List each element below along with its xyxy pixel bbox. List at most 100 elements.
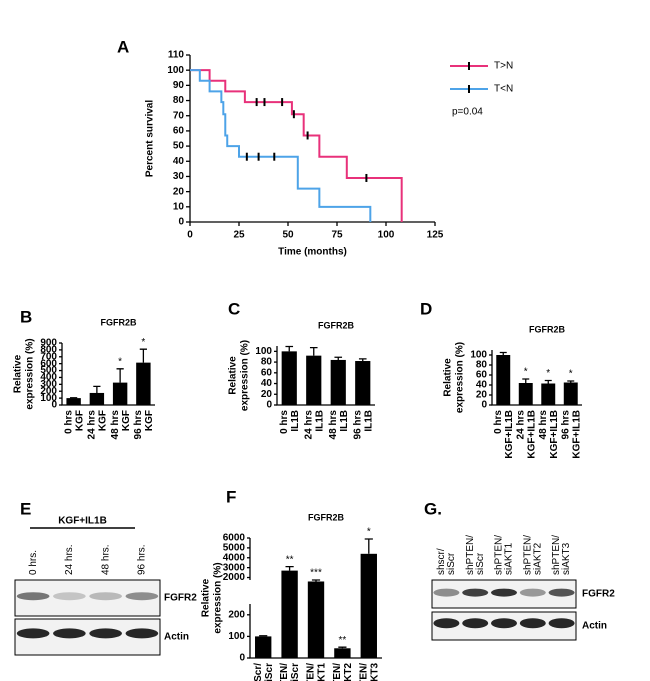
blot-band	[16, 592, 50, 601]
blot-header: KGF+IL1B	[58, 516, 107, 527]
lane-label: shPTEN/	[551, 535, 562, 575]
y-tick-label: 2000	[223, 572, 246, 583]
x-tick-label: siScr	[290, 663, 301, 681]
y-tick-label: 200	[228, 609, 245, 620]
bar	[330, 359, 346, 405]
blot-band	[16, 628, 50, 639]
legend-label: T>N	[494, 61, 513, 72]
blot-band	[491, 618, 517, 629]
y-tick-label: 700	[40, 351, 57, 362]
blot-band	[433, 618, 460, 629]
chart-title: FGFR2B	[318, 320, 355, 330]
lane-label: 48 hrs.	[100, 544, 111, 575]
bar	[306, 355, 322, 405]
error-bar	[567, 380, 575, 383]
y-tick-label: 100	[40, 393, 57, 404]
error-bar	[309, 346, 318, 356]
blot-band	[548, 618, 575, 629]
x-tick-label: KGF+IL1B	[526, 410, 537, 459]
y-tick-label: 110	[168, 50, 185, 61]
chart-title: FGFR2B	[308, 512, 345, 522]
x-tick-label: 96 hrs	[133, 410, 144, 440]
y-tick-label: 500	[40, 365, 57, 376]
significance: **	[339, 635, 347, 646]
blot-band	[433, 588, 460, 597]
x-tick-label: 24 hrs	[303, 410, 314, 440]
x-tick-label: IL1B	[290, 410, 301, 432]
y-axis-label: expression (%)	[25, 338, 36, 409]
y-tick-label: 80	[476, 360, 488, 371]
y-tick-label: 40	[261, 378, 273, 389]
error-bar	[334, 356, 343, 360]
x-tick-label: shPTEN/	[306, 663, 317, 681]
x-tick-label: KGF	[98, 410, 109, 431]
bar	[281, 351, 297, 405]
blot-band	[519, 618, 546, 629]
x-tick-label: 96 hrs	[352, 410, 363, 440]
error-bar	[139, 348, 147, 363]
y-tick-label: 600	[40, 358, 57, 369]
y-tick-label: 100	[167, 65, 184, 76]
bar	[496, 355, 511, 405]
error-bar	[116, 368, 124, 383]
lane-label: siAKT2	[532, 542, 543, 575]
y-tick-label: 4000	[223, 552, 246, 563]
y-tick-label: 20	[476, 390, 488, 401]
bar	[518, 383, 533, 405]
y-tick-label: 70	[173, 110, 185, 121]
bar	[307, 581, 325, 658]
y-axis-label: expression (%)	[240, 340, 251, 411]
lane-label: siAKT3	[561, 542, 572, 575]
y-tick-label: 20	[173, 186, 185, 197]
y-tick-label: 0	[266, 400, 272, 411]
panel-letter: C	[228, 299, 240, 318]
x-tick-label: siAKT3	[369, 663, 380, 681]
blot-band	[462, 588, 489, 597]
x-tick-label: 100	[378, 230, 395, 241]
y-tick-label: 30	[173, 171, 185, 182]
bar	[281, 570, 298, 658]
error-bar	[522, 378, 530, 383]
band-label: FGFR2	[164, 593, 197, 604]
bar	[66, 398, 81, 405]
y-axis-label: expression (%)	[455, 342, 466, 413]
y-tick-label: 3000	[223, 562, 246, 573]
y-tick-label: 60	[476, 370, 488, 381]
x-tick-label: 0 hrs	[63, 410, 74, 434]
blot-band	[491, 588, 517, 597]
significance: *	[569, 369, 573, 380]
y-tick-label: 200	[40, 386, 57, 397]
x-tick-label: 50	[282, 230, 294, 241]
error-bar	[338, 646, 347, 649]
x-tick-label: shPTEN/	[332, 663, 343, 681]
y-tick-label: 80	[173, 95, 185, 106]
y-tick-label: 0	[51, 400, 57, 411]
y-tick-label: 50	[173, 141, 185, 152]
error-bar	[259, 635, 268, 637]
lane-label: siAKT1	[504, 542, 515, 575]
survival-line	[190, 69, 372, 222]
lane-label: siScr	[446, 552, 457, 575]
y-axis-label: Percent survival	[145, 100, 156, 177]
y-tick-label: 40	[173, 156, 185, 167]
x-tick-label: IL1B	[314, 410, 325, 432]
bar	[360, 553, 377, 658]
y-tick-label: 90	[173, 80, 185, 91]
x-tick-label: siScr	[264, 663, 275, 681]
y-axis-label: Relative	[13, 354, 24, 393]
chart-title: FGFR2B	[529, 324, 566, 334]
x-tick-label: KGF	[144, 410, 155, 431]
blot-band	[519, 588, 546, 597]
y-tick-label: 0	[481, 400, 487, 411]
x-tick-label: IL1B	[363, 410, 374, 432]
x-tick-label: IL1B	[339, 410, 350, 432]
x-tick-label: 96 hrs	[560, 410, 571, 440]
y-tick-label: 80	[261, 357, 273, 368]
error-bar	[358, 358, 367, 362]
y-tick-label: 0	[239, 653, 245, 664]
x-tick-label: KGF+IL1B	[549, 410, 560, 459]
x-tick-label: KGF	[74, 410, 85, 431]
bar	[112, 382, 128, 405]
x-tick-label: 125	[427, 230, 444, 241]
lane-label: 0 hrs.	[28, 550, 39, 575]
